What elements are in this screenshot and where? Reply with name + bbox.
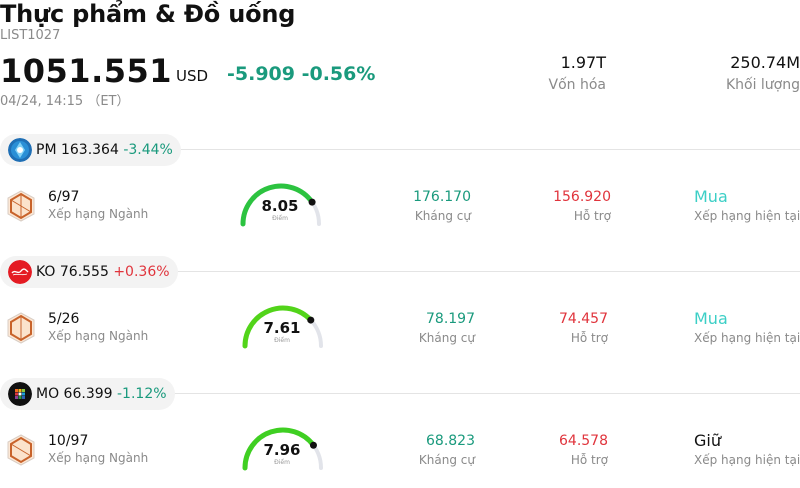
timestamp: 04/24, 14:15 （ET） [0, 94, 130, 109]
support-value: 74.457 [559, 311, 608, 327]
index-code: LIST1027 [0, 28, 61, 43]
gauge-svg [242, 305, 323, 349]
support-label: Hỗ trợ [570, 331, 608, 345]
score-label: Điểm [274, 459, 290, 466]
volume-value: 250.74M [730, 53, 800, 72]
support-label: Hỗ trợ [570, 453, 608, 467]
resistance-label: Kháng cự [414, 209, 471, 223]
score-value: 7.96 [263, 441, 301, 459]
ticker-change: -3.44% [123, 142, 173, 158]
industry-rank-label: Xếp hạng Ngành [48, 207, 149, 221]
stock-ticker-pill[interactable]: KO 76.555 +0.36% [0, 256, 178, 288]
industry-rank-value: 6/97 [48, 189, 80, 205]
support-value: 64.578 [559, 433, 608, 449]
section-divider [0, 271, 800, 272]
stock-card-mo[interactable]: MO 66.399 -1.12% 10/97 Xếp hạng Ngành 7.… [0, 378, 800, 488]
currency-label: USD [176, 67, 209, 85]
section-divider [0, 149, 800, 150]
industry-rank-label: Xếp hạng Ngành [48, 329, 149, 343]
score-gauge: 7.61 Điểm [240, 302, 330, 350]
industry-rank-label: Xếp hạng Ngành [48, 451, 149, 465]
ticker-change: +0.36% [113, 264, 170, 280]
gauge-svg [240, 183, 321, 227]
score-value: 8.05 [261, 197, 299, 215]
altria-logo-icon [8, 382, 32, 406]
ticker-price: MO 66.399 [36, 386, 113, 402]
current-rating: Giữ [694, 431, 721, 450]
resistance-value: 176.170 [413, 189, 471, 205]
current-rating: Mua [694, 187, 728, 206]
industry-rank-icon [7, 434, 35, 466]
resistance-label: Kháng cự [418, 331, 475, 345]
score-gauge: 7.96 Điểm [240, 424, 330, 472]
support-label: Hỗ trợ [573, 209, 611, 223]
market-cap-label: Vốn hóa [548, 77, 606, 93]
stock-card-ko[interactable]: KO 76.555 +0.36% 5/26 Xếp hạng Ngành 7.6… [0, 256, 800, 378]
current-rating: Mua [694, 309, 728, 328]
index-price: 1051.551 [0, 52, 173, 90]
current-rating-label: Xếp hạng hiện tại [694, 453, 800, 467]
volume-label: Khối lượng [725, 77, 800, 93]
current-rating-label: Xếp hạng hiện tại [694, 209, 800, 223]
section-divider [0, 393, 800, 394]
stock-ticker-pill[interactable]: MO 66.399 -1.12% [0, 378, 175, 410]
ticker-price: KO 76.555 [36, 264, 109, 280]
current-rating-label: Xếp hạng hiện tại [694, 331, 800, 345]
ticker-price: PM 163.364 [36, 142, 119, 158]
ticker-change: -1.12% [117, 386, 167, 402]
industry-rank-value: 10/97 [48, 433, 89, 449]
score-gauge: 8.05 Điểm [238, 180, 328, 228]
score-value: 7.61 [263, 319, 301, 337]
industry-rank-icon [7, 312, 35, 344]
score-label: Điểm [274, 337, 290, 344]
support-value: 156.920 [553, 189, 611, 205]
score-label: Điểm [272, 215, 288, 222]
index-header: Thực phẩm & Đồ uống LIST1027 1051.551 US… [0, 0, 800, 120]
resistance-value: 68.823 [426, 433, 475, 449]
gauge-svg [242, 427, 323, 471]
industry-rank-icon [7, 190, 35, 222]
coca-cola-logo-icon [8, 260, 32, 284]
industry-rank-value: 5/26 [48, 311, 80, 327]
philip-morris-logo-icon [8, 138, 32, 162]
market-cap-value: 1.97T [560, 53, 606, 72]
stock-ticker-pill[interactable]: PM 163.364 -3.44% [0, 134, 181, 166]
stock-card-pm[interactable]: PM 163.364 -3.44% 6/97 Xếp hạng Ngành 8.… [0, 134, 800, 256]
page-title: Thực phẩm & Đồ uống [0, 0, 296, 28]
index-change: -5.909 -0.56% [227, 63, 376, 85]
resistance-label: Kháng cự [418, 453, 475, 467]
resistance-value: 78.197 [426, 311, 475, 327]
